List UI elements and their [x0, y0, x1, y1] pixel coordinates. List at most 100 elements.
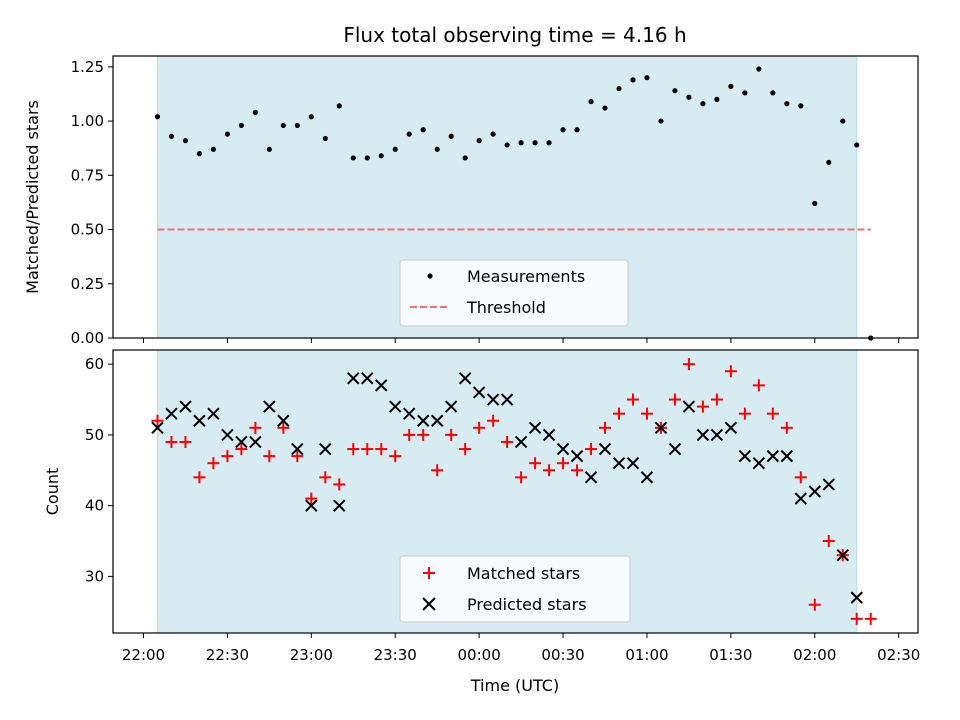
matched-star-point — [766, 407, 779, 420]
matched-star-point — [333, 478, 346, 491]
predicted-star-point — [556, 442, 570, 456]
matched-star-point — [780, 421, 793, 434]
matched-star-point — [557, 457, 570, 470]
ratio-y-axis-label: Matched/Predicted stars — [23, 100, 42, 294]
measurement-point — [364, 155, 370, 161]
predicted-star-point — [389, 400, 402, 413]
measurement-point — [560, 127, 566, 133]
measurement-point — [280, 122, 286, 129]
predicted-star-stroke-b — [528, 421, 542, 435]
matched-star-point — [501, 435, 514, 448]
predicted-star-stroke-b — [235, 435, 248, 449]
legend-threshold-label: Threshold — [466, 298, 546, 317]
predicted-star-stroke-b — [403, 407, 416, 420]
predicted-star-stroke-b — [472, 386, 486, 399]
measurement-point — [420, 127, 426, 133]
measurement-point — [504, 142, 510, 148]
measurement-point — [378, 153, 384, 159]
matched-star-point — [319, 471, 332, 484]
measurement-point — [266, 146, 272, 152]
matched-star-point — [612, 407, 625, 420]
matched-star-point — [263, 450, 276, 463]
predicted-star-point — [165, 407, 178, 420]
predicted-star-stroke-b — [389, 400, 402, 413]
predicted-star-point — [528, 421, 542, 435]
measurement-point — [686, 94, 692, 100]
count-legend: Matched stars Predicted stars — [399, 555, 631, 623]
count-panel: 30 40 50 60 22:00 22:30 23:00 23:30 00:00 00:30 0… — [43, 349, 920, 695]
measurement-point — [672, 88, 678, 94]
x-tick-label: 01:00 — [625, 646, 668, 664]
predicted-star-point — [514, 435, 528, 449]
predicted-star-point — [179, 400, 192, 413]
measurement-point — [826, 159, 832, 165]
x-tick-label: 00:30 — [541, 646, 584, 664]
legend-matched-label: Matched stars — [467, 564, 580, 583]
measurement-point — [518, 140, 524, 146]
predicted-star-point — [570, 449, 584, 463]
matched-star-point — [291, 450, 304, 463]
matched-star-point — [682, 358, 695, 371]
predicted-star-point — [375, 379, 388, 392]
predicted-star-point — [766, 449, 780, 463]
measurement-point — [196, 151, 203, 157]
predicted-star-point — [780, 449, 794, 463]
count-axes-frame — [112, 349, 919, 634]
ratio-legend: Measurements Threshold — [399, 259, 629, 327]
chart-title: Flux total observing time = 4.16 h — [343, 23, 686, 47]
predicted-star-point — [319, 442, 332, 456]
matched-star-point — [571, 464, 584, 477]
predicted-star-stroke-b — [598, 442, 612, 456]
matched-star-point — [585, 443, 598, 456]
matched-star-point — [207, 457, 220, 470]
matched-star-point — [277, 421, 290, 434]
measurement-point — [700, 101, 706, 107]
measurement-point — [574, 127, 580, 133]
predicted-star-point — [682, 400, 696, 413]
x-tick-label: 01:30 — [709, 646, 752, 664]
predicted-star-point — [249, 435, 262, 449]
ratio-axes-frame — [112, 55, 919, 339]
count-y-tick-label: 50 — [85, 426, 104, 444]
predicted-star-stroke-b — [584, 471, 598, 484]
matched-star-point — [305, 492, 318, 505]
matched-star-point — [487, 414, 500, 427]
predicted-star-stroke-b — [165, 407, 178, 420]
measurement-point — [714, 96, 720, 102]
measurement-point — [350, 155, 356, 161]
matched-star-point — [361, 443, 374, 456]
measurement-point — [182, 138, 189, 144]
predicted-star-stroke-b — [640, 471, 654, 484]
measurement-point — [812, 200, 818, 207]
predicted-star-point — [850, 591, 863, 604]
predicted-star-point — [808, 485, 821, 498]
predicted-star-point — [207, 407, 220, 420]
measurement-point — [490, 131, 496, 137]
predicted-star-stroke-b — [612, 456, 626, 470]
ratio-legend-box — [399, 259, 629, 327]
measurement-point — [784, 101, 790, 107]
predicted-star-point — [612, 456, 626, 470]
legend-measurements-marker — [427, 273, 433, 279]
matched-star-point — [808, 598, 821, 611]
x-tick-label: 00:00 — [458, 646, 501, 664]
predicted-star-point — [598, 442, 612, 456]
predicted-star-point — [277, 414, 290, 427]
matched-star-point — [822, 535, 835, 548]
x-tick-label: 02:30 — [877, 646, 920, 664]
predicted-star-stroke-b — [850, 591, 863, 604]
ratio-marks — [154, 66, 874, 341]
predicted-star-point — [444, 400, 458, 413]
predicted-star-stroke-b — [444, 400, 458, 413]
predicted-star-point — [626, 456, 640, 470]
predicted-star-stroke-b — [221, 428, 234, 442]
x-axis-label: Time (UTC) — [470, 676, 559, 695]
predicted-star-point — [472, 386, 486, 399]
predicted-star-point — [430, 414, 444, 427]
predicted-star-stroke-b — [668, 442, 682, 456]
measurement-point — [658, 118, 664, 124]
count-y-tick-label: 60 — [85, 355, 104, 373]
predicted-star-stroke-b — [626, 456, 640, 470]
measurement-point — [756, 66, 762, 72]
predicted-star-stroke-b — [542, 428, 556, 442]
